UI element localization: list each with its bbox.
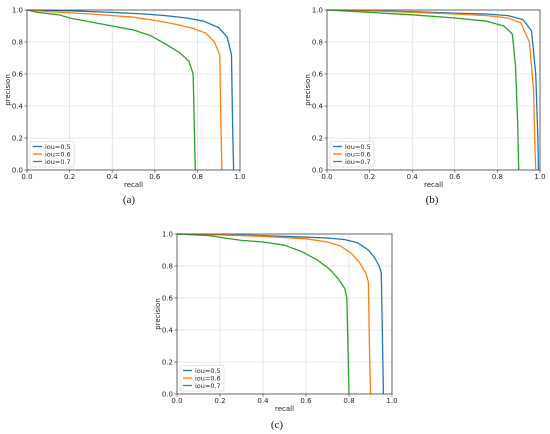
x-tick-label: 0.8 [343,397,354,405]
panel-label: (c) [271,419,284,431]
x-tick-label: 0.0 [171,397,182,405]
panel-label: (b) [426,194,439,206]
legend-entry: iou=0.6 [195,374,221,382]
plot-frame [176,233,393,395]
y-tick-label: 0.0 [12,166,23,174]
plot-frame [326,9,541,171]
x-tick-label: 0.0 [321,173,332,181]
x-tick-label: 0.2 [214,397,225,405]
legend-box [329,141,375,168]
legend-entry: iou=0.7 [195,382,221,390]
series-line [176,233,372,395]
y-tick-label: 1.0 [12,6,23,14]
series-line [176,233,350,395]
y-tick-label: 0.8 [312,38,323,46]
y-tick-label: 1.0 [312,6,323,14]
legend-entry: iou=0.6 [45,150,71,158]
legend-box [179,365,225,392]
series-line [326,9,537,171]
y-tick-label: 0.0 [162,390,173,398]
legend-entry: iou=0.6 [345,150,371,158]
y-tick-label: 0.6 [12,70,24,78]
chart-panel: 0.0 0.2 0.4 0.6 0.8 1.0 0.0 0.2 0.4 0.6 0.8 1.0 reca… [4,6,246,206]
y-tick-label: 0.6 [312,70,324,78]
legend-entry: iou=0.5 [195,367,221,375]
x-tick-label: 0.8 [492,173,503,181]
y-tick-label: 0.8 [12,38,23,46]
legend-box [29,141,75,168]
x-tick-label: 1.0 [534,173,545,181]
x-tick-label: 0.6 [300,397,312,405]
y-tick-label: 0.2 [162,358,173,366]
y-tick-label: 1.0 [162,230,173,238]
series-line [26,9,196,171]
chart-panel: 0.0 0.2 0.4 0.6 0.8 1.0 0.0 0.2 0.4 0.6 0.8 1.0 reca… [304,6,546,206]
y-tick-label: 0.8 [162,262,173,270]
x-tick-label: 1.0 [386,397,397,405]
x-tick-label: 0.0 [21,173,32,181]
x-tick-label: 0.4 [107,173,119,181]
legend-entry: iou=0.5 [345,143,371,151]
x-axis-label: recall [124,181,143,189]
series-line [326,9,520,171]
legend-entry: iou=0.7 [45,158,71,166]
series-line [176,233,385,395]
y-axis-label: precision [154,298,162,330]
chart-panel: 0.0 0.2 0.4 0.6 0.8 1.0 0.0 0.2 0.4 0.6 0.8 1.0 reca… [154,230,398,431]
x-axis-label: recall [424,181,443,189]
x-tick-label: 0.4 [257,397,269,405]
series-line [26,9,223,171]
x-tick-label: 0.2 [364,173,375,181]
y-tick-label: 0.4 [162,326,174,334]
y-tick-label: 0.4 [312,102,324,110]
legend-entry: iou=0.7 [345,158,371,166]
x-tick-label: 0.6 [149,173,161,181]
y-tick-label: 0.2 [12,134,23,142]
x-tick-label: 0.2 [64,173,75,181]
y-tick-label: 0.2 [312,134,323,142]
y-axis-label: precision [304,74,312,106]
y-axis-label: precision [4,74,12,106]
x-tick-label: 0.4 [407,173,419,181]
legend-entry: iou=0.5 [45,143,71,151]
y-tick-label: 0.6 [162,294,174,302]
plot-frame [26,9,241,171]
x-axis-label: recall [275,405,294,413]
x-tick-label: 0.6 [449,173,461,181]
y-tick-label: 0.0 [312,166,323,174]
x-tick-label: 0.8 [192,173,203,181]
panel-label: (a) [123,194,136,206]
x-tick-label: 1.0 [234,173,245,181]
y-tick-label: 0.4 [12,102,24,110]
series-line [26,9,235,171]
